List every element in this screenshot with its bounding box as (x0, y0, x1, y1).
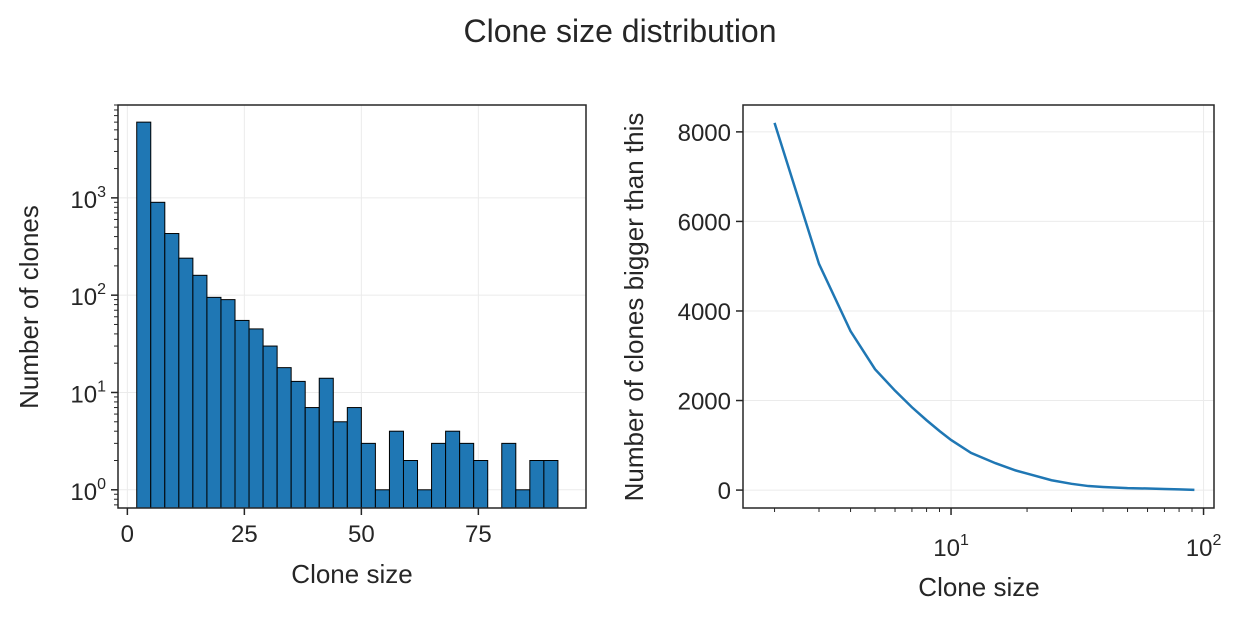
histogram-x-tick-label: 75 (465, 521, 492, 548)
histogram-bar (332, 421, 348, 509)
histogram-bar (515, 489, 531, 509)
histogram-bar (417, 489, 433, 509)
histogram-bar (529, 460, 545, 509)
cumulative-x-axis-label: Clone size (918, 572, 1039, 602)
histogram-bar (178, 257, 194, 509)
histogram-x-tick-label: 25 (231, 521, 258, 548)
histogram-bar (150, 201, 166, 509)
histogram-bar (136, 121, 152, 509)
histogram-bar (374, 489, 390, 509)
histogram-y-ticks: 100 101 102 103 (70, 184, 118, 506)
histogram-bar (445, 430, 461, 509)
histogram-y-axis-label: Number of clones (14, 205, 44, 409)
histogram-bar (206, 296, 222, 509)
cumulative-y-tick-label: 8000 (678, 120, 731, 147)
histogram-bar (431, 442, 447, 509)
histogram-bar (262, 345, 278, 509)
histogram-x-tick-label: 50 (348, 521, 375, 548)
cumulative-plot-area (743, 105, 1214, 508)
histogram-gridlines (118, 105, 586, 508)
cumulative-y-tick-label: 0 (718, 478, 731, 505)
cumulative-panel: 101 102 0 2000 4000 6000 8000 Clone size Numb… (619, 104, 1221, 602)
histogram-bar (248, 328, 264, 509)
histogram-bar (543, 460, 559, 509)
cumulative-axes-frame (742, 104, 1215, 509)
cumulative-series-line (773, 122, 1195, 492)
histogram-y-tick-label: 102 (70, 281, 106, 311)
cumulative-y-tick-label: 6000 (678, 209, 731, 236)
histogram-bar (346, 407, 362, 509)
cumulative-y-tick-label: 2000 (678, 389, 731, 416)
histogram-axes-frame (117, 104, 587, 509)
histogram-bar (402, 460, 419, 509)
histogram-bar (318, 377, 334, 509)
histogram-bar (459, 442, 475, 509)
cumulative-y-tick-label: 4000 (678, 299, 731, 326)
histogram-y-tick-label: 101 (70, 378, 106, 408)
histogram-x-tick-label: 0 (121, 521, 134, 548)
histogram-bar (388, 430, 404, 509)
histogram-y-tick-label: 100 (70, 476, 106, 506)
figure-title: Clone size distribution (463, 13, 776, 49)
cumulative-y-ticks: 0 2000 4000 6000 8000 (678, 120, 743, 505)
histogram-bar (501, 442, 517, 509)
cumulative-x-tick-label: 102 (1186, 532, 1222, 562)
histogram-bar (234, 319, 250, 509)
cumulative-x-ticks: 101 102 (933, 508, 1221, 562)
histogram-bar (304, 407, 320, 509)
histogram-bar (192, 274, 208, 509)
cumulative-y-axis-label: Number of clones bigger than this (619, 113, 649, 502)
cumulative-x-tick-label: 101 (933, 532, 969, 562)
histogram-bars (136, 121, 559, 509)
histogram-bar (164, 233, 180, 509)
histogram-panel: 0 25 50 75 100 101 102 103 Clone size Number o… (14, 104, 587, 589)
histogram-x-axis-label: Clone size (291, 559, 412, 589)
histogram-y-tick-label: 103 (70, 184, 106, 214)
histogram-x-ticks: 0 25 50 75 (121, 508, 492, 548)
histogram-bar (220, 299, 236, 509)
histogram-bar (276, 367, 292, 509)
histogram-bar (290, 380, 306, 509)
histogram-bar (360, 442, 376, 509)
histogram-bar (473, 460, 489, 509)
